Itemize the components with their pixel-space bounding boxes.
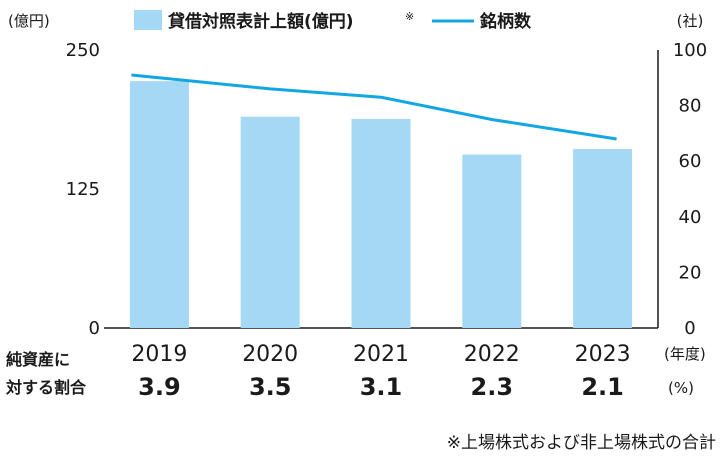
right-tick-label: 60 bbox=[679, 151, 702, 172]
right-axis-unit: (社) bbox=[677, 12, 704, 30]
ratio-unit: (%) bbox=[668, 379, 694, 397]
left-axis-unit: (億円) bbox=[8, 12, 50, 30]
bars bbox=[129, 81, 633, 328]
x-tick-label: 2020 bbox=[242, 342, 298, 367]
right-tick-label: 20 bbox=[679, 262, 702, 283]
right-tick-label: 0 bbox=[684, 318, 695, 339]
x-tick-label: 2023 bbox=[575, 342, 631, 367]
ratio-value: 2.3 bbox=[471, 373, 514, 401]
left-tick-label: 0 bbox=[89, 318, 100, 339]
ratio-value: 2.1 bbox=[581, 373, 624, 401]
right-tick-label: 100 bbox=[673, 40, 707, 61]
ratio-row-label-line1: 純資産に bbox=[6, 350, 70, 369]
ratio-value: 3.1 bbox=[360, 373, 403, 401]
line-series-path bbox=[131, 73, 617, 141]
ratio-labels: 3.9 3.5 3.1 2.3 2.1 bbox=[138, 373, 624, 401]
bar-2019 bbox=[129, 81, 189, 328]
x-tick-label: 2022 bbox=[464, 342, 520, 367]
right-axis-ticks: 0 20 40 60 80 100 bbox=[673, 40, 707, 339]
left-tick-label: 125 bbox=[66, 179, 100, 200]
x-tick-label: 2019 bbox=[131, 342, 187, 367]
legend-swatch-bar bbox=[134, 10, 162, 30]
footnote: ※上場株式および非上場株式の合計 bbox=[447, 433, 716, 453]
x-axis-labels: 2019 2020 2021 2022 2023 bbox=[131, 342, 630, 367]
bar-2020 bbox=[240, 116, 300, 328]
ratio-value: 3.9 bbox=[138, 373, 181, 401]
bar-2023 bbox=[573, 148, 633, 328]
left-tick-label: 250 bbox=[66, 40, 100, 61]
right-tick-label: 80 bbox=[679, 96, 702, 117]
bar-2021 bbox=[351, 118, 411, 328]
legend-note-mark: ※ bbox=[405, 10, 414, 23]
legend-label-bar: 貸借対照表計上額(億円) bbox=[167, 11, 354, 32]
right-tick-label: 40 bbox=[679, 207, 702, 228]
x-axis-unit: (年度) bbox=[664, 345, 706, 363]
left-axis-ticks: 0 125 250 bbox=[66, 40, 100, 339]
ratio-row-label-line2: 対する割合 bbox=[5, 378, 87, 397]
line-series bbox=[131, 73, 617, 141]
ratio-value: 3.5 bbox=[249, 373, 292, 401]
bar-2022 bbox=[462, 154, 522, 328]
legend-label-line: 銘柄数 bbox=[480, 11, 532, 32]
x-tick-label: 2021 bbox=[353, 342, 409, 367]
